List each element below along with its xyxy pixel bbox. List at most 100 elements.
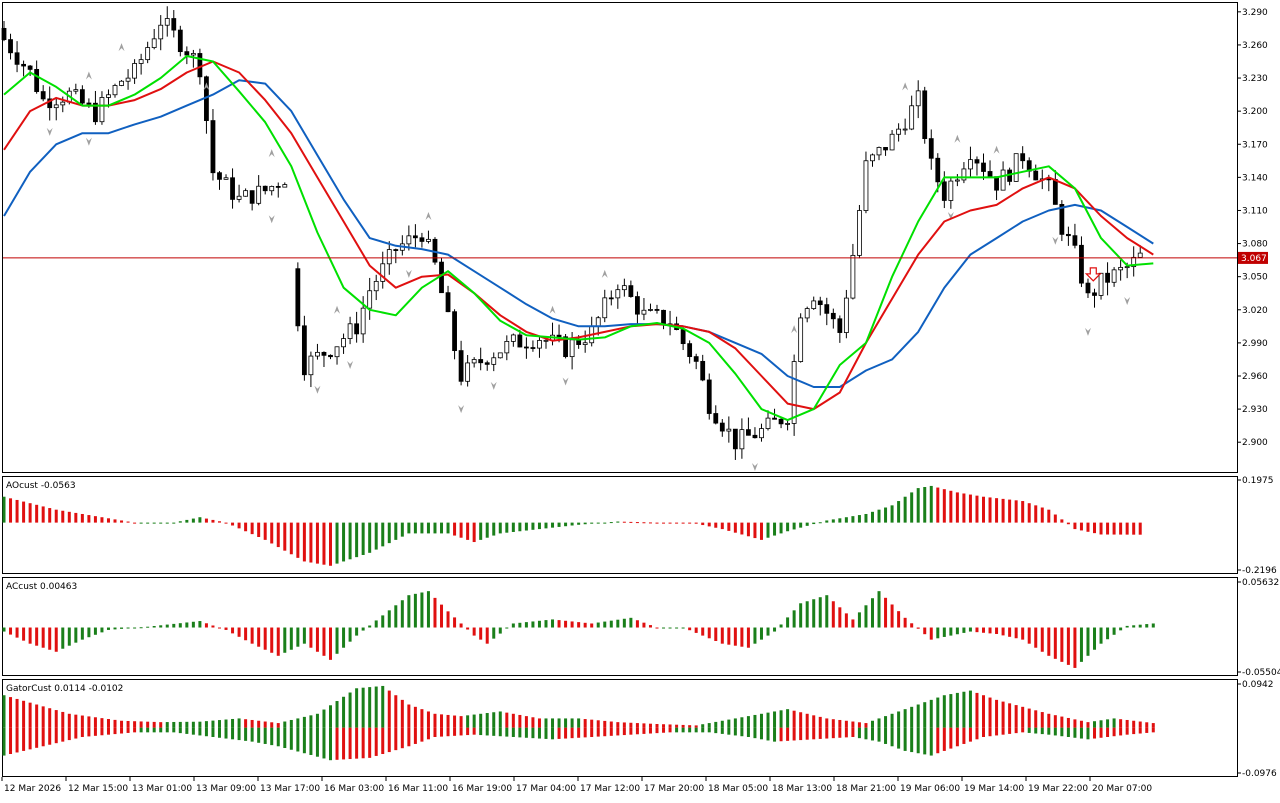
gator-upper-bar	[1106, 719, 1110, 728]
aocust-bar	[204, 518, 208, 523]
accust-bar	[890, 604, 894, 628]
accust-bar	[1145, 624, 1149, 628]
gator-lower-bar	[648, 727, 652, 734]
gator-lower-bar	[1151, 727, 1155, 733]
aocust-bar	[929, 485, 933, 523]
candle	[726, 416, 732, 443]
gator-lower-bar	[263, 727, 267, 744]
gator-upper-bar	[773, 711, 777, 728]
gator-lower-bar	[890, 727, 894, 747]
candle	[40, 85, 46, 102]
candle	[328, 354, 333, 360]
gator-upper-bar	[975, 692, 979, 728]
aocust-bar	[322, 522, 326, 565]
accust-tick-label: -0.05504	[1242, 668, 1280, 678]
aocust-bar	[518, 522, 522, 532]
gator-upper-bar	[93, 717, 97, 728]
accust-bar	[1138, 624, 1142, 628]
ac-panel[interactable]	[2, 591, 1155, 668]
accust-bar	[355, 627, 359, 636]
candle	[164, 6, 170, 37]
accust-bar	[564, 620, 568, 628]
aocust-bar	[113, 519, 117, 523]
gator-lower-bar	[1060, 727, 1064, 737]
candle	[125, 69, 131, 90]
gator-upper-bar	[1021, 706, 1025, 728]
gator-upper-bar	[877, 718, 881, 728]
gator-lower-bar	[224, 727, 228, 739]
gator-upper-bar	[106, 719, 110, 728]
aocust-bar	[440, 522, 444, 534]
aocust-bar	[106, 518, 110, 523]
gator-lower-bar	[257, 727, 261, 743]
aocust-bar	[596, 522, 600, 524]
ao-panel-frame	[2, 476, 1238, 574]
accust-bar	[753, 627, 757, 644]
accust-bar	[93, 627, 97, 635]
accust-bar	[1034, 627, 1038, 648]
gator-lower-bar	[753, 727, 757, 739]
gator-upper-bar	[583, 719, 587, 728]
aocust-bar	[831, 519, 835, 523]
gator-upper-bar	[1060, 716, 1064, 728]
candle	[112, 83, 118, 98]
gator-panel[interactable]	[2, 685, 1155, 761]
ao-panel[interactable]	[2, 485, 1142, 566]
accust-bar	[159, 625, 163, 628]
aocust-bar	[773, 522, 777, 536]
gator-upper-bar	[41, 706, 45, 728]
gator-lower-bar	[133, 727, 137, 733]
accust-bar	[178, 623, 182, 628]
candle	[648, 303, 653, 312]
gator-upper-bar	[753, 714, 757, 728]
gator-upper-bar	[22, 700, 26, 728]
fractal-down-marker	[562, 377, 569, 386]
gator-lower-bar	[355, 727, 359, 759]
candle	[21, 60, 26, 77]
price-tick-label: 2.930	[1242, 405, 1268, 415]
gator-upper-bar	[799, 712, 803, 728]
aocust-bar	[426, 522, 430, 534]
aocust-bar	[237, 522, 241, 529]
gator-upper-bar	[1086, 722, 1090, 728]
gator-lower-bar	[87, 727, 91, 737]
gator-upper-bar	[1099, 720, 1103, 728]
gator-upper-bar	[1073, 719, 1077, 728]
gator-upper-bar	[818, 716, 822, 728]
accust-bar	[479, 627, 483, 640]
gator-upper-bar	[348, 692, 352, 728]
accust-bar	[231, 627, 235, 634]
candle	[465, 354, 471, 387]
gator-upper-bar	[962, 691, 966, 728]
aocust-bar	[67, 511, 71, 523]
price-panel[interactable]	[1, 6, 1237, 472]
gator-lower-bar	[714, 727, 718, 734]
aocust-bar	[400, 522, 404, 537]
fractal-up-marker	[203, 82, 210, 91]
candle	[445, 285, 451, 313]
time-tick-label: 16 Mar 11:00	[388, 784, 448, 794]
gator-lower-bar	[1079, 727, 1083, 739]
gator-upper-bar	[74, 714, 78, 728]
aocust-bar	[1119, 522, 1123, 535]
gator-lower-bar	[28, 727, 32, 750]
gator-upper-bar	[289, 719, 293, 728]
accust-bar	[74, 627, 78, 643]
gator-upper-bar	[466, 715, 470, 728]
candle	[1085, 278, 1091, 298]
candle	[315, 343, 320, 360]
candle	[256, 175, 262, 206]
accust-bar	[492, 627, 496, 639]
aocust-bar	[714, 522, 718, 528]
aocust-bar	[936, 487, 940, 523]
aocust-bar	[812, 522, 816, 525]
gator-upper-bar	[805, 713, 809, 728]
fractal-up-marker	[902, 82, 909, 91]
gator-upper-bar	[577, 718, 581, 728]
accust-bar	[916, 627, 920, 629]
accust-bar	[648, 625, 652, 628]
candle	[765, 410, 771, 431]
gator-lower-bar	[100, 727, 104, 736]
gator-upper-bar	[133, 721, 137, 728]
